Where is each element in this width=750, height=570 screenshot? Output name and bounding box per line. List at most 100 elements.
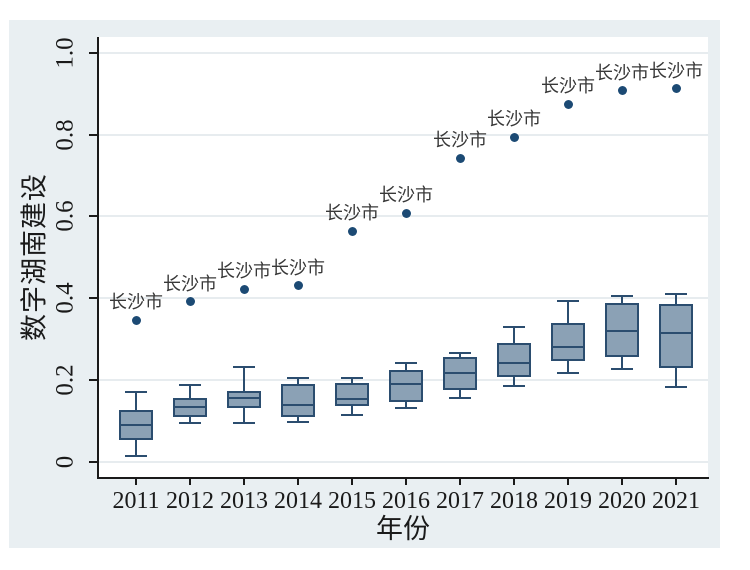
outlier-label: 长沙市 [379,185,433,206]
whisker-cap-top [557,299,579,302]
x-tick-label: 2020 [598,488,646,514]
box-iqr [551,322,585,361]
whisker-cap-bottom [611,368,633,371]
whisker-cap-top [233,365,255,368]
whisker-cap-top [665,293,687,295]
median-line [551,346,585,349]
outlier-label: 长沙市 [541,76,595,97]
outlier-label: 长沙市 [649,60,703,81]
outlier-label: 长沙市 [217,261,271,282]
whisker-cap-bottom [665,385,687,388]
outlier-label: 长沙市 [163,273,217,294]
median-line [605,329,639,332]
x-tick-mark [243,477,245,485]
median-line [335,397,369,400]
outlier-dot [293,281,303,291]
median-line [659,332,693,335]
whisker-cap-top [449,352,471,355]
y-tick-mark [89,297,97,300]
whisker-cap-bottom [557,372,579,375]
whisker-cap-bottom [503,384,525,387]
chart-canvas: 长沙市 长沙市 长沙市 长沙市 长沙市 长沙市 长沙市 长沙市 长沙市 长沙市 长沙市 0 0.2 0.… [9,20,720,548]
plot-area: 长沙市 长沙市 长沙市 长沙市 长沙市 长沙市 长沙市 长沙市 长沙市 长沙市 长沙市 [98,37,708,477]
x-tick-mark [405,477,407,485]
x-axis-line [97,477,709,479]
x-tick-label: 2018 [490,488,538,514]
gridline [98,52,708,54]
box-iqr [227,390,261,408]
gridline [98,460,708,463]
outlier-dot [563,99,573,109]
whisker-cap-bottom [341,413,363,416]
median-line [389,382,423,385]
gridline [98,133,708,136]
y-axis-title: 数字湖南建设 [19,173,50,341]
whisker-cap-top [611,295,633,298]
whisker-cap-top [503,325,525,328]
box-iqr [605,303,639,357]
outlier-label: 长沙市 [487,109,541,130]
whisker-cap-top [341,377,363,380]
y-tick-mark [89,378,97,381]
whisker-cap-top [125,390,147,393]
median-line [119,424,153,427]
y-tick-mark [89,215,97,218]
y-tick-label: 1.0 [51,37,79,69]
y-tick-mark [89,52,97,54]
median-line [173,405,207,408]
outlier-label: 长沙市 [433,130,487,151]
x-tick-mark [513,477,515,485]
outlier-label: 长沙市 [271,257,325,278]
x-tick-mark [135,477,137,485]
box-iqr [335,382,369,406]
y-tick-label: 0.4 [51,282,79,314]
whisker-cap-top [395,362,417,365]
x-tick-mark [459,477,461,485]
x-axis-title: 年份 [376,514,430,544]
gridline [98,297,708,300]
x-tick-mark [297,477,299,485]
outlier-dot [509,132,519,142]
outlier-dot [131,315,141,325]
x-tick-label: 2016 [382,488,430,514]
whisker-cap-bottom [233,421,255,424]
outlier-label: 长沙市 [325,203,379,224]
x-tick-label: 2021 [652,488,700,514]
outlier-dot [455,153,465,163]
y-tick-label: 0.8 [51,119,79,151]
box-iqr [659,303,693,369]
x-tick-mark [675,477,677,485]
y-tick-label: 0.2 [51,364,79,396]
x-tick-mark [189,477,191,485]
x-tick-mark [351,477,353,485]
x-tick-label: 2014 [274,488,322,514]
outlier-dot [239,284,249,294]
y-tick-mark [89,460,97,463]
whisker-cap-bottom [449,397,471,400]
outlier-dot [671,84,681,94]
x-tick-mark [621,477,623,485]
x-tick-label: 2017 [436,488,484,514]
whisker-cap-bottom [287,420,309,423]
median-line [443,372,477,375]
x-tick-label: 2013 [220,488,268,514]
outlier-label: 长沙市 [595,62,649,83]
whisker-cap-bottom [179,422,201,425]
outlier-dot [401,208,411,218]
outlier-label: 长沙市 [109,292,163,313]
y-tick-label: 0.6 [51,200,79,233]
x-tick-label: 2015 [328,488,376,514]
box-iqr [281,383,315,417]
x-tick-label: 2019 [544,488,592,514]
y-tick-label: 0 [51,455,79,468]
whisker-cap-bottom [395,407,417,410]
x-tick-mark [567,477,569,485]
box-iqr [389,369,423,402]
whisker-cap-top [179,384,201,387]
box-iqr [497,342,531,377]
median-line [227,396,261,399]
y-tick-mark [89,133,97,136]
y-axis-line [97,37,99,479]
x-tick-label: 2011 [112,488,160,514]
